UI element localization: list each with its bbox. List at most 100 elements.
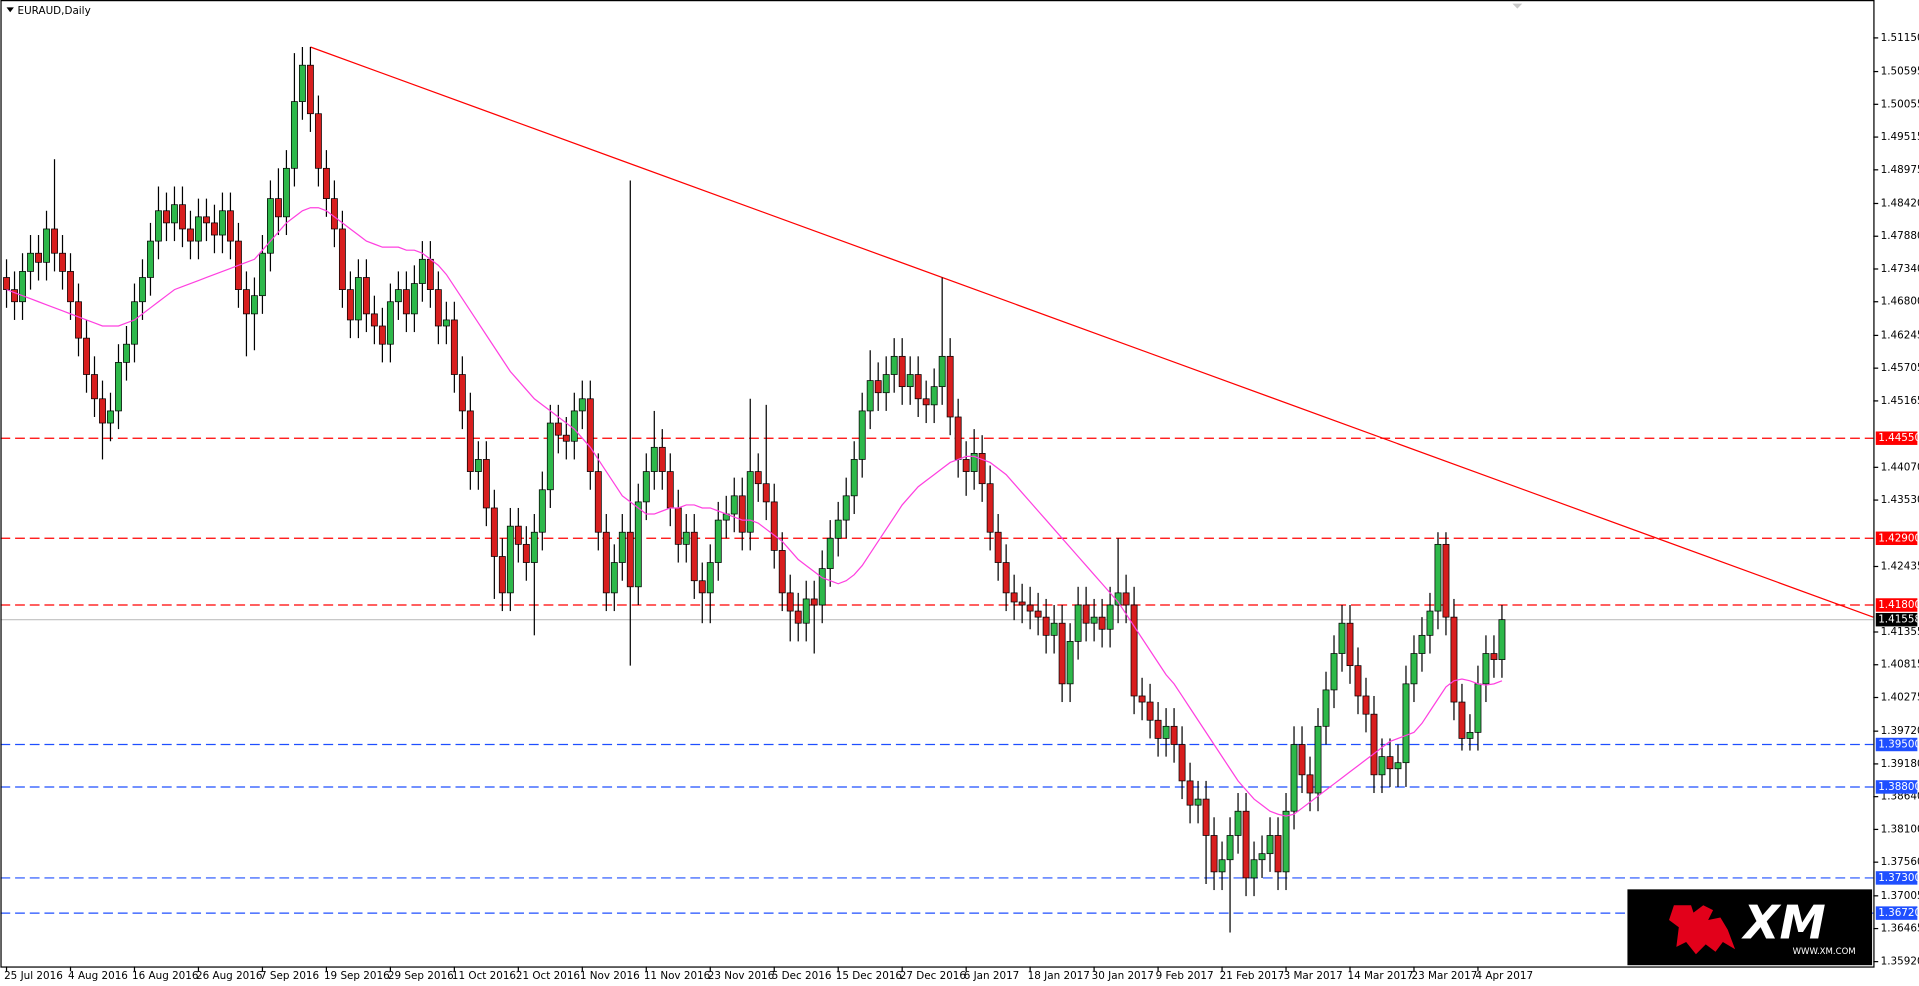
x-tick-label: 25 Jul 2016	[4, 970, 63, 982]
x-tick-label: 1 Nov 2016	[580, 970, 640, 982]
candle-body	[1162, 725, 1170, 739]
candle-body	[426, 258, 434, 290]
scroll-marker	[1512, 3, 1523, 9]
x-tick-label: 14 Mar 2017	[1348, 970, 1414, 982]
candle-body	[1002, 562, 1010, 594]
x-tick-label: 26 Aug 2016	[196, 970, 262, 982]
candle-body	[1082, 604, 1090, 624]
candle-body	[562, 434, 570, 442]
candle-body	[810, 598, 818, 606]
y-tick-label: 1.46800	[1881, 296, 1919, 308]
candle-body	[450, 319, 458, 375]
y-tick-label: 1.46245	[1881, 329, 1919, 341]
candle-body	[1074, 604, 1082, 642]
x-tick-label: 9 Feb 2017	[1156, 970, 1214, 982]
menu-arrow[interactable]	[6, 7, 14, 13]
candle-body	[1106, 604, 1114, 630]
candle-body	[83, 337, 90, 375]
candle-body	[267, 198, 274, 254]
candle-body	[1442, 543, 1450, 618]
level-label: 1.37300	[1878, 872, 1919, 884]
logo: XM WWW.XM.COM	[1627, 889, 1873, 966]
candle-body	[474, 459, 482, 472]
candle-body	[1138, 695, 1146, 703]
x-tick-label: 29 Sep 2016	[388, 970, 454, 982]
candle-body	[514, 525, 522, 545]
candle-body	[698, 580, 706, 594]
candle-body	[1018, 601, 1026, 606]
candle-body	[746, 471, 754, 533]
candle-body	[362, 277, 370, 315]
candle-body	[1146, 701, 1154, 721]
candle-body	[530, 531, 538, 563]
candle-body	[19, 271, 26, 303]
candle-body	[890, 355, 898, 375]
candle-body	[978, 453, 986, 485]
candle-body	[794, 610, 802, 624]
candle-body	[690, 531, 698, 582]
candle-body	[954, 416, 962, 460]
candle-body	[1274, 835, 1282, 873]
y-tick-label: 1.48975	[1881, 164, 1919, 176]
candle-body	[1354, 665, 1362, 697]
candle-body	[394, 289, 402, 303]
candle-body	[466, 410, 474, 472]
candle-body	[1346, 622, 1354, 667]
candle-body	[802, 598, 810, 624]
candle-body	[1066, 641, 1074, 685]
candle-body	[1226, 835, 1234, 861]
candle-body	[163, 210, 170, 224]
candle-body	[259, 252, 266, 297]
candle-body	[1242, 810, 1250, 879]
x-tick-label: 19 Sep 2016	[324, 970, 390, 982]
candle-body	[418, 258, 426, 284]
y-tick-label: 1.36465	[1881, 923, 1919, 935]
y-tick-label: 1.37560	[1881, 856, 1919, 868]
candle-body	[171, 204, 178, 224]
candle-body	[187, 228, 194, 242]
candle-body	[1282, 810, 1290, 873]
candle-body	[243, 289, 250, 315]
candle-body	[482, 459, 490, 509]
candle-body	[131, 301, 138, 345]
candle-body	[1474, 683, 1482, 733]
current-price-label: 1.41558	[1878, 614, 1919, 626]
candle-body	[147, 240, 154, 278]
x-tick-label: 15 Dec 2016	[836, 970, 902, 982]
candle-body	[203, 216, 210, 224]
candle-body	[546, 422, 554, 491]
y-tick-label: 1.35920	[1881, 956, 1919, 968]
candle-body	[1194, 798, 1202, 806]
level-label: 1.39500	[1878, 739, 1919, 751]
candle-body	[59, 252, 66, 272]
candle-body	[251, 295, 258, 315]
candle-body	[834, 519, 842, 539]
candle-body	[1426, 610, 1434, 636]
y-tick-label: 1.50055	[1881, 98, 1919, 110]
candle-body	[1202, 798, 1210, 836]
candle-body	[1370, 713, 1378, 776]
y-tick-label: 1.43530	[1881, 494, 1919, 506]
candle-body	[754, 471, 762, 485]
candle-body	[826, 537, 834, 569]
candle-body	[1090, 616, 1098, 624]
x-tick-label: 23 Nov 2016	[708, 970, 774, 982]
candle-body	[626, 531, 634, 588]
candle-body	[139, 277, 146, 303]
candle-body	[330, 198, 338, 230]
x-tick-label: 30 Jan 2017	[1092, 970, 1154, 982]
candle-body	[738, 495, 746, 533]
logo-brand: XM	[1741, 896, 1826, 950]
candle-body	[906, 374, 914, 388]
candle-body	[458, 374, 466, 412]
candle-body	[219, 210, 226, 236]
candle-body	[1410, 653, 1418, 685]
candle-body	[1010, 592, 1018, 603]
y-tick-label: 1.47340	[1881, 263, 1919, 275]
candle-body	[346, 289, 354, 321]
level-label-box	[1875, 906, 1918, 920]
y-tick-label: 1.39720	[1881, 725, 1919, 737]
candle-body	[962, 459, 970, 472]
candle-body	[674, 507, 682, 545]
y-tick-label: 1.40275	[1881, 691, 1919, 703]
